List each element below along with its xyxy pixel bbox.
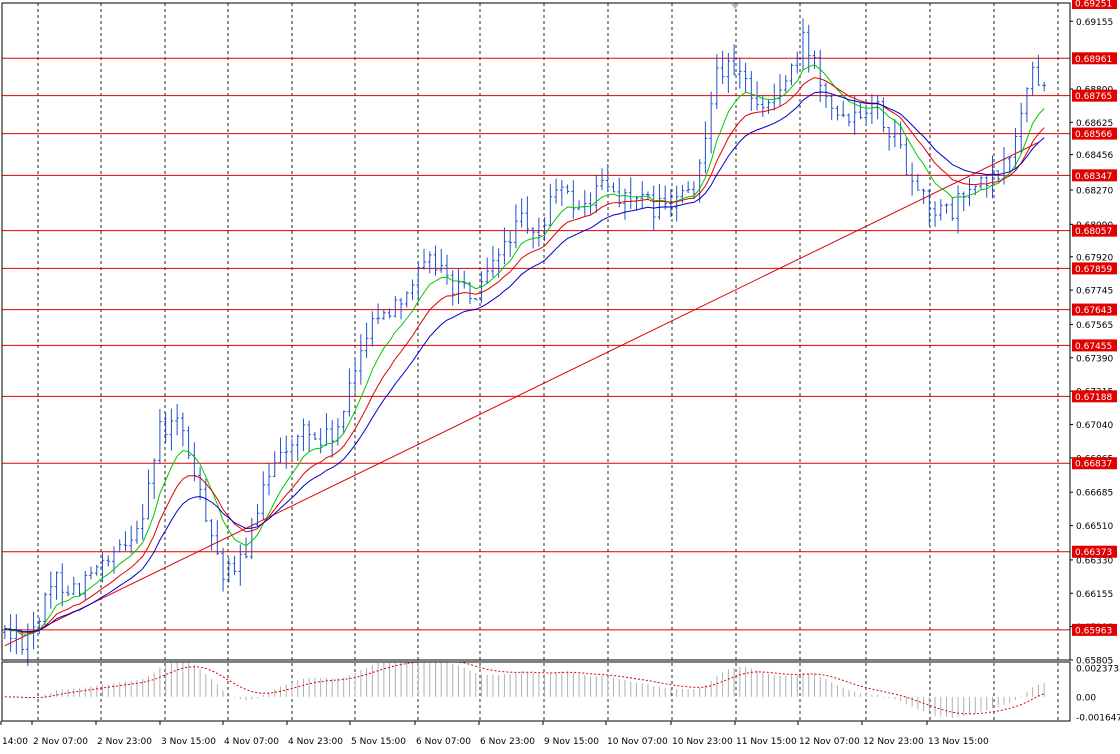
level-label: 0.68347: [1075, 172, 1112, 182]
price-tick-label: 0.65805: [1076, 657, 1113, 667]
time-tick-label: 2 Nov 23:00: [97, 737, 152, 747]
level-label-bg: [1072, 0, 1117, 9]
oscillator-pane-border: [1, 661, 1071, 722]
oscillator-tick-label: 0.00: [1076, 693, 1096, 703]
price-tick-label: 0.66510: [1076, 522, 1113, 532]
time-tick-label: 5 Nov 15:00: [351, 737, 406, 747]
chart-shift-marker: [731, 4, 739, 9]
time-axis: 14:00 2 Nov 07:00 2 Nov 23:00 3 Nov 15:00 4 …: [0, 721, 989, 747]
level-label-bg: [1072, 52, 1117, 65]
moving-average-line: [4, 91, 1045, 633]
oscillator-tick-label: -0.001647: [1076, 714, 1120, 724]
time-tick-label: 2 Nov 07:00: [33, 737, 88, 747]
time-tick-label: 6 Nov 23:00: [480, 737, 535, 747]
moving-average-line: [4, 77, 1045, 634]
price-tick-label: 0.69155: [1076, 18, 1113, 28]
time-tick-label: 6 Nov 07:00: [416, 737, 471, 747]
oscillator: [4, 661, 1045, 718]
price-tick-label: 0.67390: [1076, 354, 1113, 364]
level-label-bg: [1072, 169, 1117, 182]
level-label: 0.68961: [1075, 55, 1112, 65]
level-label-bg: [1072, 339, 1117, 352]
price-tick-label: 0.66330: [1076, 556, 1113, 566]
frame: [1, 2, 1071, 722]
price-tick-label: 0.66685: [1076, 489, 1113, 499]
price-tick-label: 0.68625: [1076, 119, 1113, 129]
level-label-bg: [1072, 623, 1117, 636]
level-label: 0.68566: [1075, 130, 1112, 140]
candles: [3, 18, 1046, 667]
level-label: 0.68765: [1075, 92, 1112, 102]
time-tick-label: 11 Nov 15:00: [736, 737, 797, 747]
price-tick-label: 0.68270: [1076, 187, 1113, 197]
time-tick-label: 4 Nov 23:00: [288, 737, 343, 747]
time-tick-label: 10 Nov 07:00: [607, 737, 668, 747]
time-tick-label: 14:00: [2, 737, 28, 747]
moving-averages: [4, 64, 1045, 636]
time-tick-label: 12 Nov 23:00: [863, 737, 924, 747]
oscillator-signal: [4, 661, 1045, 715]
horizontal-levels: [2, 2, 1070, 631]
level-label-bg: [1072, 303, 1117, 316]
time-tick-label: 4 Nov 07:00: [224, 737, 279, 747]
time-tick-label: 9 Nov 15:00: [544, 737, 599, 747]
level-label-bg: [1072, 390, 1117, 403]
level-label-bg: [1072, 89, 1117, 102]
price-tick-label: 0.67920: [1076, 253, 1113, 263]
level-label: 0.68057: [1075, 227, 1112, 237]
grid: [37, 3, 1059, 721]
level-label-bg: [1072, 262, 1117, 275]
level-label-bg: [1072, 545, 1117, 558]
price-axis: 0.691550.688000.686250.684560.682700.680…: [1070, 18, 1120, 724]
level-label: 0.67643: [1075, 306, 1112, 316]
level-label-bg: [1072, 224, 1117, 237]
level-label: 0.67455: [1075, 342, 1112, 352]
price-tick-label: 0.67040: [1076, 421, 1113, 431]
level-label: 0.69251: [1075, 0, 1112, 10]
level-label: 0.67859: [1075, 265, 1112, 275]
trendline: [4, 141, 1039, 647]
level-labels: 0.69251 0.68961 0.68765 0.68566 0.68347 0.680…: [1072, 0, 1117, 636]
main-pane-border: [1, 2, 1071, 661]
price-tick-label: 0.66155: [1076, 590, 1113, 600]
level-label: 0.66373: [1075, 548, 1112, 558]
time-tick-label: 10 Nov 23:00: [672, 737, 733, 747]
level-label: 0.66837: [1075, 460, 1112, 470]
oscillator-tick-label: 0.002373: [1076, 665, 1119, 675]
level-label: 0.65963: [1075, 626, 1112, 636]
level-label-bg: [1072, 457, 1117, 470]
level-label-bg: [1072, 127, 1117, 140]
time-tick-label: 3 Nov 15:00: [161, 737, 216, 747]
time-tick-label: 12 Nov 07:00: [799, 737, 860, 747]
price-tick-label: 0.67745: [1076, 287, 1113, 297]
price-tick-label: 0.68456: [1076, 151, 1113, 161]
price-tick-label: 0.67565: [1076, 321, 1113, 331]
time-tick-label: 13 Nov 15:00: [928, 737, 989, 747]
level-label: 0.67188: [1075, 393, 1112, 403]
moving-average-line: [4, 64, 1045, 636]
trendline-layer: [4, 141, 1039, 647]
